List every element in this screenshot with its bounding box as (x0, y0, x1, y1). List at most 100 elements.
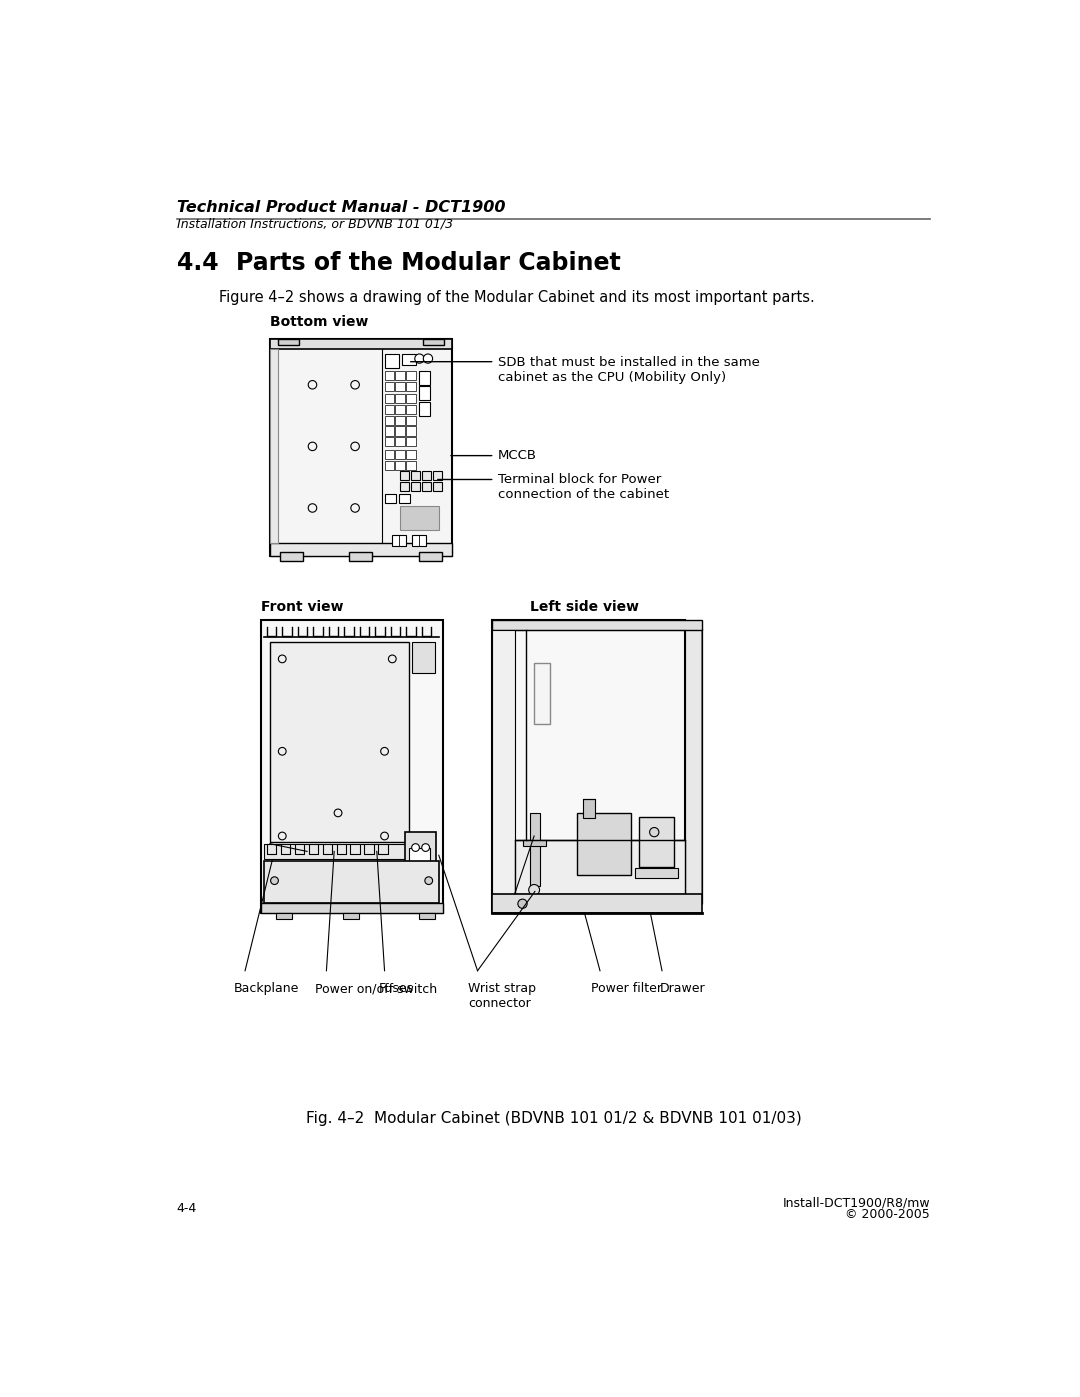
Text: Power filter: Power filter (591, 982, 662, 995)
Text: Parts of the Modular Cabinet: Parts of the Modular Cabinet (235, 251, 621, 275)
Bar (406, 381, 416, 391)
Circle shape (308, 380, 316, 388)
Bar (395, 450, 405, 460)
Bar (349, 552, 373, 562)
Circle shape (649, 827, 659, 837)
Circle shape (415, 353, 424, 363)
Text: Fuses: Fuses (379, 982, 415, 995)
Text: Wrist strap
connector: Wrist strap connector (469, 982, 537, 1010)
Text: Front view: Front view (260, 601, 343, 615)
Bar (491, 620, 685, 914)
Bar (265, 861, 438, 902)
Bar (395, 437, 405, 447)
Bar (406, 450, 416, 460)
Circle shape (423, 353, 433, 363)
Bar (384, 495, 396, 503)
Bar (419, 372, 430, 384)
Bar (270, 349, 278, 542)
Bar (384, 415, 394, 425)
Bar (413, 535, 427, 546)
Bar (405, 833, 436, 894)
Text: Drawer: Drawer (660, 982, 705, 995)
Bar (419, 552, 442, 562)
Bar (635, 869, 677, 877)
Bar (384, 372, 394, 380)
Bar (260, 902, 443, 914)
Circle shape (424, 877, 433, 884)
Bar (422, 338, 444, 345)
Circle shape (351, 380, 360, 388)
Bar (280, 552, 303, 562)
Circle shape (308, 504, 316, 513)
Bar (406, 437, 416, 447)
Bar (270, 338, 451, 349)
Circle shape (517, 900, 527, 908)
Bar (270, 338, 451, 556)
Circle shape (380, 833, 389, 840)
Bar (270, 643, 409, 842)
Bar (422, 471, 431, 481)
Text: Power on/off switch: Power on/off switch (314, 982, 437, 995)
Bar (395, 426, 405, 436)
Bar (638, 817, 674, 866)
Text: Bottom view: Bottom view (270, 316, 368, 330)
Bar (406, 415, 416, 425)
Bar (392, 535, 406, 546)
Bar (276, 914, 292, 919)
Bar (400, 471, 409, 481)
Circle shape (308, 441, 316, 451)
Circle shape (279, 655, 286, 662)
Circle shape (380, 747, 389, 756)
Circle shape (279, 747, 286, 756)
Bar (419, 387, 430, 400)
Bar (491, 630, 515, 914)
Bar (384, 381, 394, 391)
Bar (384, 394, 394, 404)
Bar (410, 482, 420, 490)
Bar (270, 542, 451, 556)
Bar (523, 840, 545, 847)
Circle shape (334, 809, 342, 817)
Bar (395, 461, 405, 471)
Bar (419, 914, 435, 919)
Text: 4-4: 4-4 (177, 1201, 197, 1215)
Text: © 2000-2005: © 2000-2005 (846, 1208, 930, 1221)
Circle shape (411, 844, 419, 851)
Bar (419, 402, 430, 415)
Text: Technical Product Manual - DCT1900: Technical Product Manual - DCT1900 (177, 200, 505, 215)
Text: SDB that must be installed in the same
cabinet as the CPU (Mobility Only): SDB that must be installed in the same c… (498, 355, 759, 384)
Polygon shape (685, 620, 702, 914)
Text: Terminal block for Power
connection of the cabinet: Terminal block for Power connection of t… (498, 474, 669, 502)
Bar (408, 848, 430, 875)
Bar (535, 662, 550, 725)
Bar (515, 840, 685, 894)
Text: Installation Instructions, or BDVNB 101 01/3: Installation Instructions, or BDVNB 101 … (177, 218, 453, 231)
Bar (395, 394, 405, 404)
Bar (406, 426, 416, 436)
Circle shape (351, 504, 360, 513)
Text: MCCB: MCCB (498, 450, 537, 462)
Bar (406, 372, 416, 380)
Bar (491, 620, 702, 630)
Bar (384, 450, 394, 460)
Bar (433, 482, 442, 490)
Bar (395, 405, 405, 414)
Bar (410, 471, 420, 481)
Bar (577, 813, 631, 875)
Bar (491, 894, 702, 914)
Bar (384, 461, 394, 471)
Circle shape (422, 844, 430, 851)
Bar (406, 405, 416, 414)
Bar (278, 338, 299, 345)
Bar (400, 507, 438, 529)
Bar (422, 482, 431, 490)
Bar (402, 353, 416, 365)
Bar (395, 372, 405, 380)
Circle shape (529, 884, 540, 895)
Circle shape (389, 655, 396, 662)
Bar (384, 405, 394, 414)
Bar (343, 914, 359, 919)
Text: Fig. 4–2  Modular Cabinet (BDVNB 101 01/2 & BDVNB 101 01/03): Fig. 4–2 Modular Cabinet (BDVNB 101 01/2… (306, 1111, 801, 1126)
Circle shape (271, 877, 279, 884)
Bar (384, 437, 394, 447)
